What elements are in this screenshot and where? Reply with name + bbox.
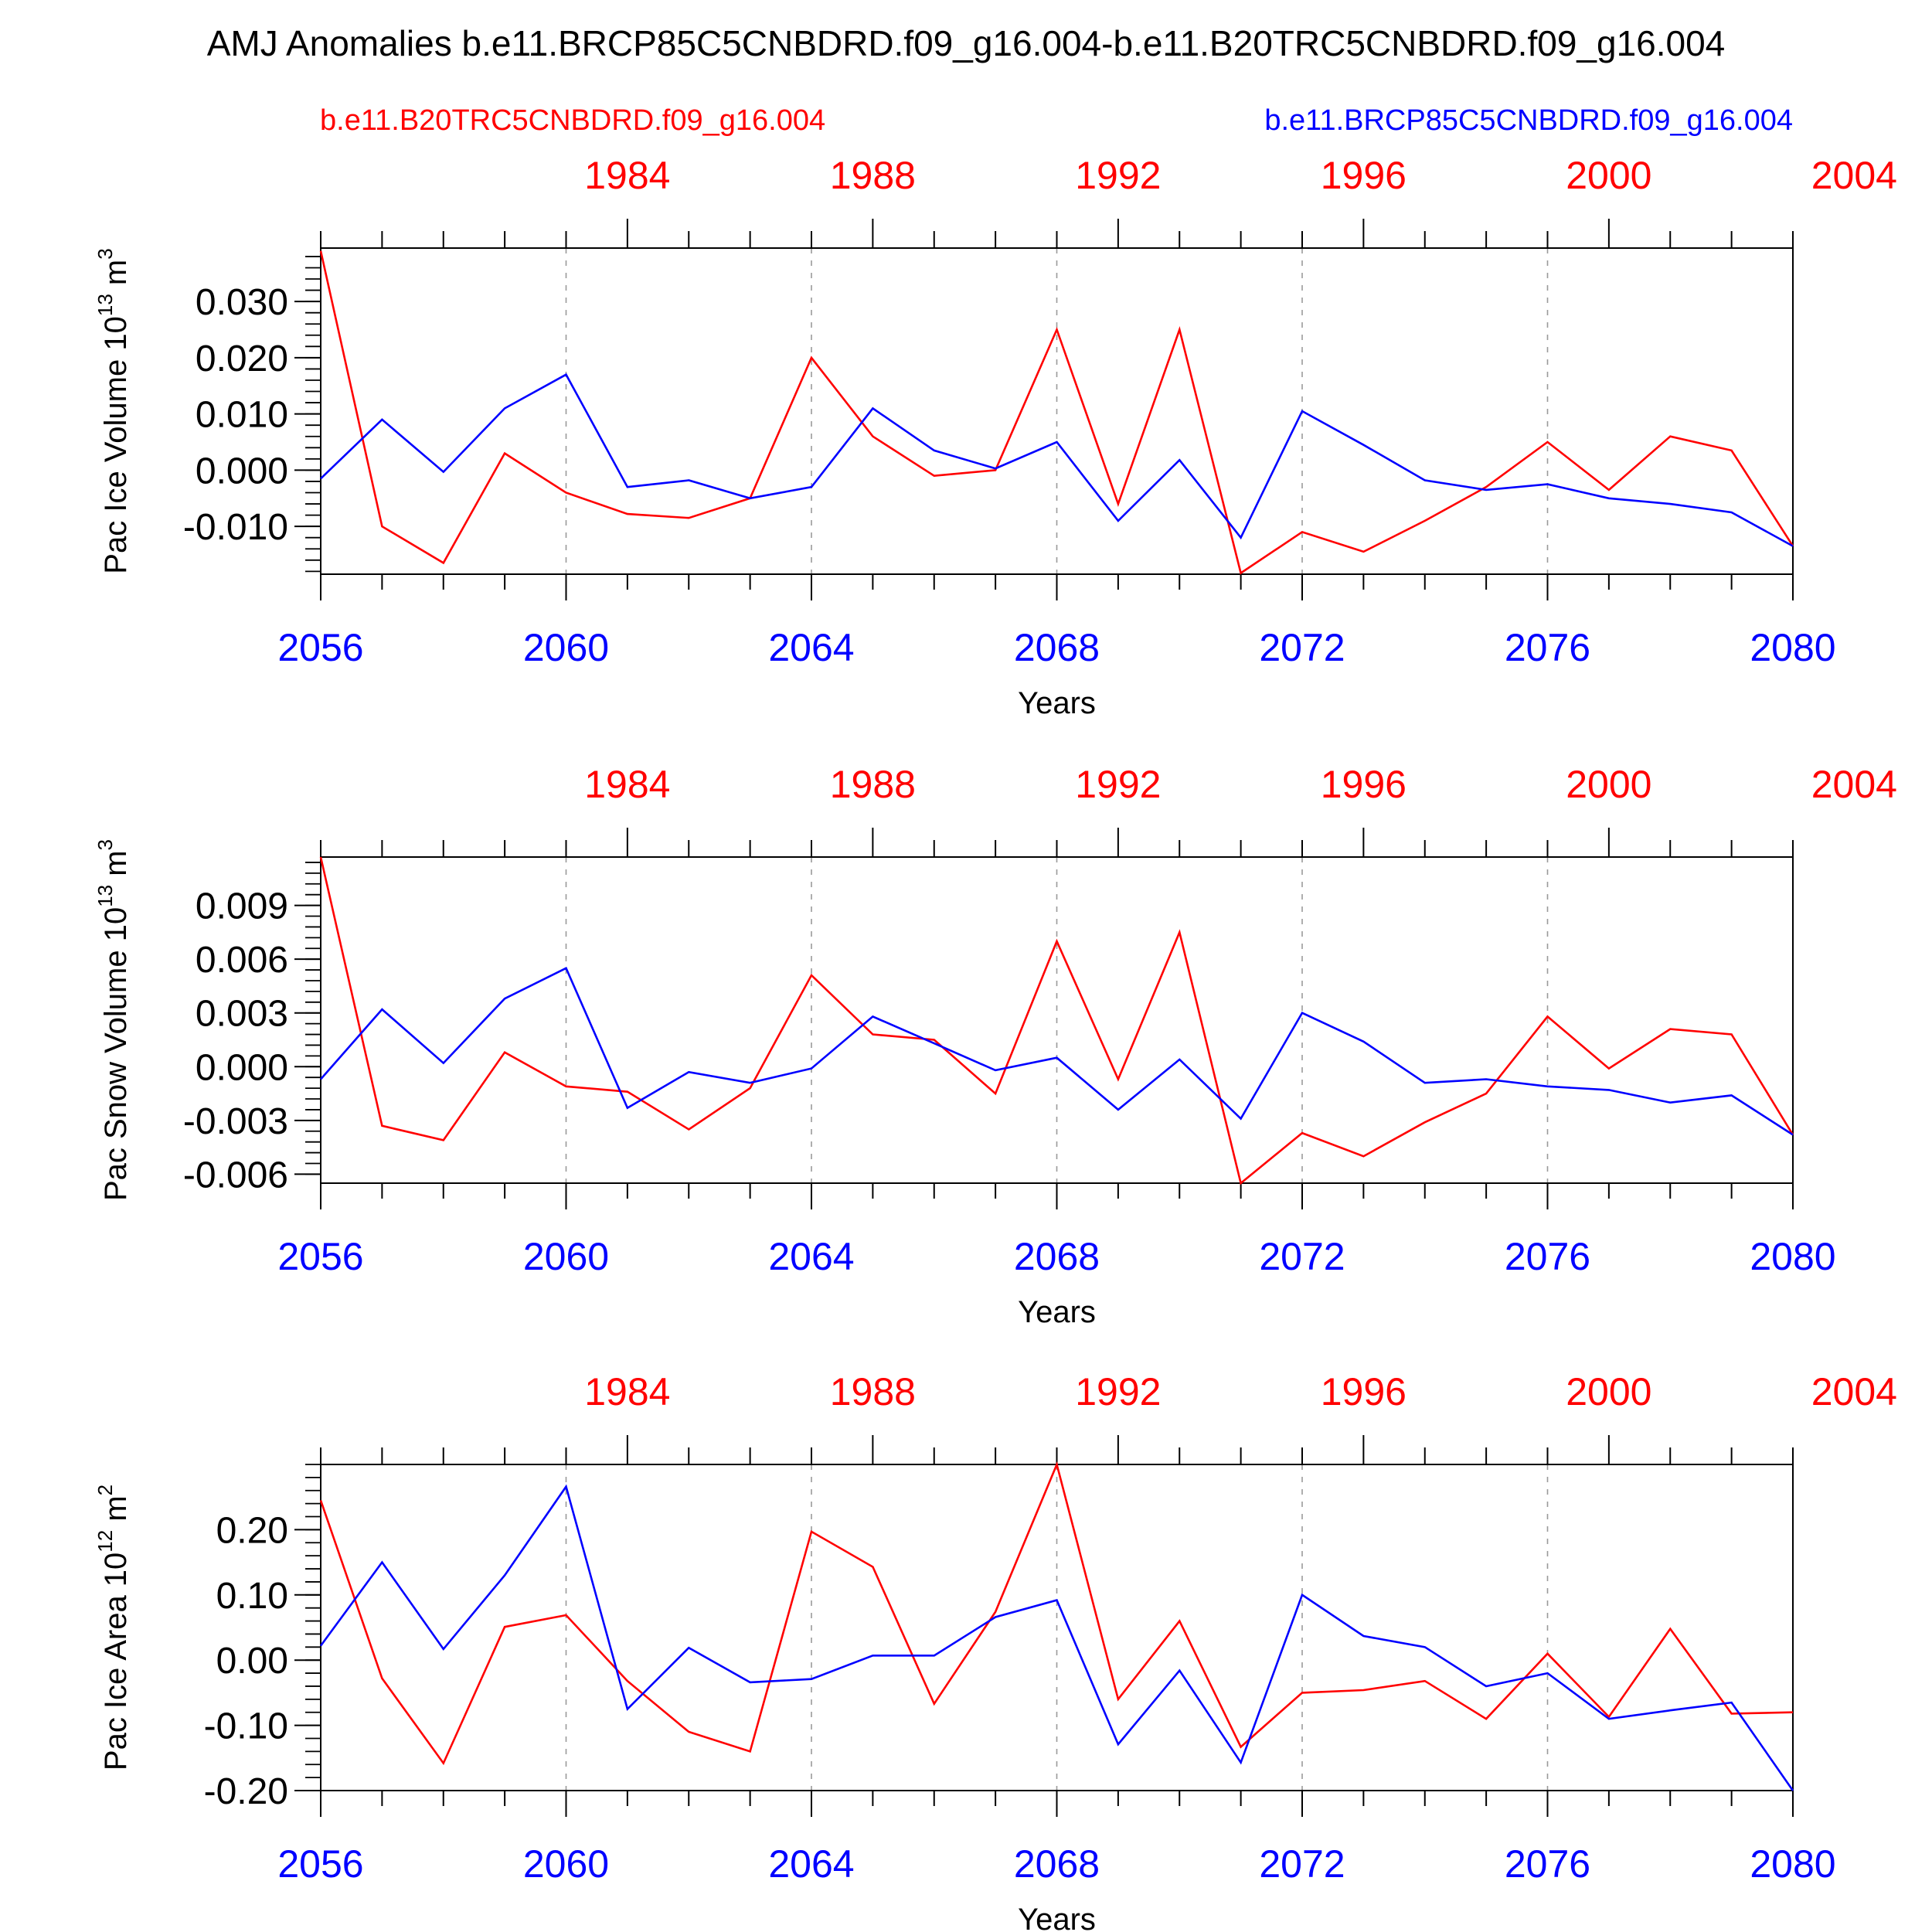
panels: 2056 2060 2064 2068 2072 2076 2080 Years 1984 198… xyxy=(94,154,1897,1932)
x-tick-label: 2076 xyxy=(1505,1235,1590,1278)
top-tick-label: 2000 xyxy=(1566,1370,1651,1413)
top-tick-label: 2000 xyxy=(1566,763,1651,806)
top-tick-label: 1988 xyxy=(830,1370,916,1413)
top-tick-label: 2004 xyxy=(1811,1370,1897,1413)
x-tick-label: 2060 xyxy=(523,626,609,669)
y-tick-label: 0.000 xyxy=(196,451,288,492)
x-tick-label: 2072 xyxy=(1259,626,1345,669)
y-tick-label: 0.10 xyxy=(216,1576,288,1617)
top-tick-label: 1984 xyxy=(584,154,670,197)
x-tick-label: 2068 xyxy=(1014,626,1100,669)
y-tick-label: 0.00 xyxy=(216,1641,288,1682)
top-tick-label: 1992 xyxy=(1075,154,1161,197)
y-tick-label: 0.006 xyxy=(196,940,288,981)
x-tick-label: 2060 xyxy=(523,1842,609,1886)
top-tick-label: 2004 xyxy=(1811,154,1897,197)
y-tick-label: -0.006 xyxy=(183,1155,288,1196)
x-tick-label: 2072 xyxy=(1259,1842,1345,1886)
top-tick-label: 1988 xyxy=(830,154,916,197)
y-tick-label: 0.009 xyxy=(196,886,288,927)
y-axis-label: Pac Ice Area 1012 m2 xyxy=(94,1485,133,1770)
x-tick-label: 2060 xyxy=(523,1235,609,1278)
top-tick-label: 2004 xyxy=(1811,763,1897,806)
top-tick-label: 1996 xyxy=(1321,154,1406,197)
x-tick-label: 2064 xyxy=(768,1842,854,1886)
panel-1: 2056 2060 2064 2068 2072 2076 2080 Years 1984 198… xyxy=(94,154,1897,720)
x-axis-label: Years xyxy=(1018,1903,1096,1932)
series-line-historical xyxy=(319,856,1794,1185)
top-tick-label: 1992 xyxy=(1075,763,1161,806)
top-tick-label: 2000 xyxy=(1566,154,1651,197)
top-tick-label: 1984 xyxy=(584,763,670,806)
legend-label-rcp85: b.e11.BRCP85C5CNBDRD.f09_g16.004 xyxy=(1264,104,1793,137)
x-tick-label: 2064 xyxy=(768,626,854,669)
panel-2: 2056 2060 2064 2068 2072 2076 2080 Years 1984 198… xyxy=(94,763,1897,1329)
y-tick-label: -0.003 xyxy=(183,1101,288,1142)
x-tick-label: 2068 xyxy=(1014,1235,1100,1278)
top-tick-label: 1996 xyxy=(1321,763,1406,806)
y-tick-label: 0.000 xyxy=(196,1047,288,1088)
y-tick-label: 0.003 xyxy=(196,994,288,1035)
y-tick-label: 0.030 xyxy=(196,282,288,323)
series-line-historical xyxy=(319,1461,1794,1766)
y-tick-label: -0.010 xyxy=(183,507,288,548)
x-axis-label: Years xyxy=(1018,1295,1096,1329)
figure-title: AMJ Anomalies b.e11.BRCP85C5CNBDRD.f09_g… xyxy=(207,23,1726,63)
series-line-historical xyxy=(319,250,1794,575)
y-axis-label: Pac Ice Volume 1013 m3 xyxy=(94,248,133,573)
x-tick-label: 2056 xyxy=(277,1235,363,1278)
y-tick-label: 0.20 xyxy=(216,1510,288,1551)
x-tick-label: 2072 xyxy=(1259,1235,1345,1278)
series-line-rcp85 xyxy=(320,967,1794,1136)
top-tick-label: 1988 xyxy=(830,763,916,806)
y-tick-label: -0.20 xyxy=(204,1771,288,1812)
x-tick-label: 2064 xyxy=(768,1235,854,1278)
panel-3: 2056 2060 2064 2068 2072 2076 2080 Years 1984 198… xyxy=(94,1370,1897,1932)
series-line-rcp85 xyxy=(319,1484,1794,1791)
x-tick-label: 2080 xyxy=(1750,626,1835,669)
legend-label-historical: b.e11.B20TRC5CNBDRD.f09_g16.004 xyxy=(320,104,825,137)
x-axis-label: Years xyxy=(1018,686,1096,720)
x-tick-label: 2076 xyxy=(1505,626,1590,669)
top-tick-label: 1984 xyxy=(584,1370,670,1413)
x-tick-label: 2068 xyxy=(1014,1842,1100,1886)
series-line-rcp85 xyxy=(320,372,1794,547)
top-tick-label: 1996 xyxy=(1321,1370,1406,1413)
y-axis-label: Pac Snow Volume 1013 m3 xyxy=(94,839,133,1201)
x-tick-label: 2056 xyxy=(277,1842,363,1886)
x-tick-label: 2076 xyxy=(1505,1842,1590,1886)
y-tick-label: 0.020 xyxy=(196,338,288,379)
top-tick-label: 1992 xyxy=(1075,1370,1161,1413)
y-tick-label: -0.10 xyxy=(204,1706,288,1747)
x-tick-label: 2080 xyxy=(1750,1842,1835,1886)
x-tick-label: 2080 xyxy=(1750,1235,1835,1278)
x-tick-label: 2056 xyxy=(277,626,363,669)
y-tick-label: 0.010 xyxy=(196,395,288,436)
